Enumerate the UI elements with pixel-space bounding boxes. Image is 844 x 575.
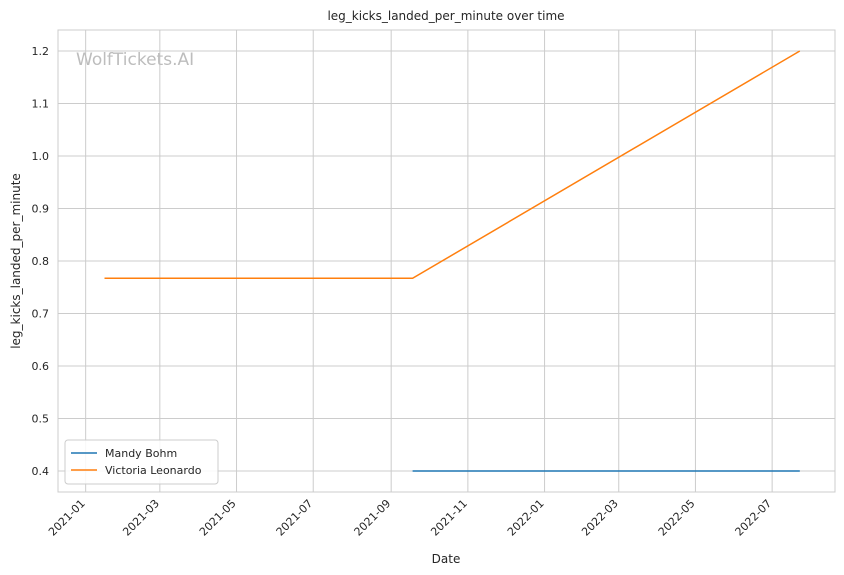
x-tick-label: 2022-03 <box>579 497 621 539</box>
legend-box <box>64 439 219 485</box>
legend: Mandy Bohm Victoria Leonardo <box>64 439 219 485</box>
y-tick-label: 0.4 <box>32 465 50 478</box>
x-tick-label: 2021-07 <box>274 497 316 539</box>
x-tick-label: 2022-07 <box>733 497 775 539</box>
x-tick-label: 2021-09 <box>352 497 394 539</box>
x-tick-label: 2022-01 <box>505 497 547 539</box>
y-tick-label: 0.8 <box>32 255 50 268</box>
chart-title: leg_kicks_landed_per_minute over time <box>327 9 564 23</box>
x-tick-label: 2021-01 <box>46 497 88 539</box>
y-tick-label: 0.9 <box>32 203 50 216</box>
y-tick-label: 0.5 <box>32 413 50 426</box>
legend-label: Victoria Leonardo <box>105 464 202 477</box>
y-tick-label: 1.1 <box>32 98 50 111</box>
y-tick-label: 0.6 <box>32 360 50 373</box>
watermark: WolfTickets.AI <box>76 50 194 70</box>
x-axis-title: Date <box>432 552 461 566</box>
y-tick-label: 1.0 <box>32 150 50 163</box>
y-axis-title: leg_kicks_landed_per_minute <box>9 173 23 349</box>
x-axis-ticks: 2021-01 2021-03 2021-05 2021-07 2021-09 2021-… <box>46 497 774 539</box>
series-line-1 <box>104 50 801 280</box>
x-tick-label: 2021-11 <box>428 497 470 539</box>
x-tick-label: 2022-05 <box>656 497 698 539</box>
y-tick-label: 1.2 <box>32 45 50 58</box>
x-tick-label: 2021-05 <box>197 497 239 539</box>
y-tick-label: 0.7 <box>32 308 50 321</box>
series-lines <box>104 50 801 472</box>
y-axis-ticks: 0.4 0.5 0.6 0.7 0.8 0.9 1.0 1.1 1.2 <box>32 45 50 478</box>
x-tick-label: 2021-03 <box>120 497 162 539</box>
legend-label: Mandy Bohm <box>105 447 177 460</box>
